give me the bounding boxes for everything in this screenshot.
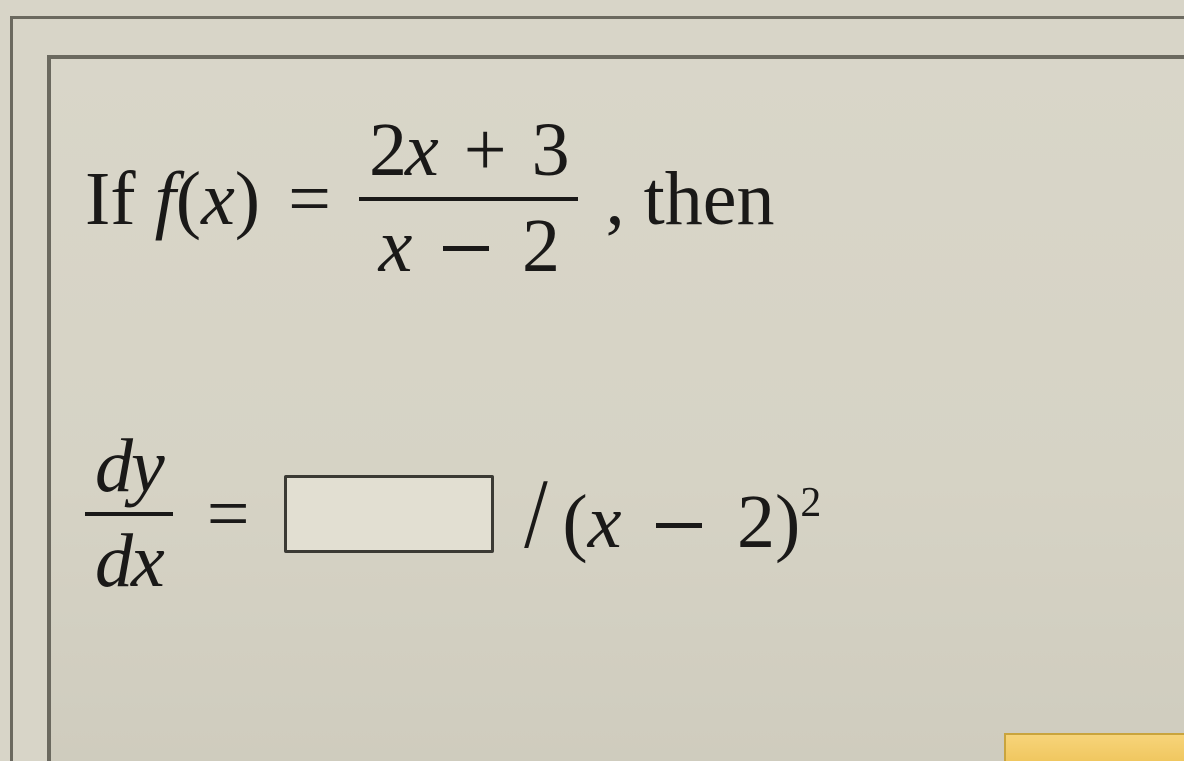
division-slash: / bbox=[524, 464, 548, 564]
outer-frame: If f(x) = 2x + 3 x 2 , then bbox=[10, 16, 1184, 761]
num-plus: + bbox=[464, 108, 505, 192]
dy: dy bbox=[85, 427, 173, 507]
rhs-exponent: 2 bbox=[800, 480, 821, 526]
y-var: y bbox=[131, 424, 163, 508]
x-variable: x bbox=[201, 157, 235, 241]
question-panel: If f(x) = 2x + 3 x 2 , then bbox=[47, 55, 1184, 761]
rhs-const: 2 bbox=[737, 480, 775, 564]
equals-sign-2: = bbox=[207, 476, 250, 552]
rhs-open-paren: ( bbox=[562, 480, 587, 564]
open-paren: ( bbox=[176, 157, 201, 241]
num-coef: 2 bbox=[369, 108, 405, 192]
f-symbol: f bbox=[155, 157, 176, 241]
accent-box bbox=[1004, 733, 1184, 761]
close-paren: ) bbox=[235, 157, 260, 241]
den-minus bbox=[443, 246, 489, 251]
dydx-bar bbox=[85, 512, 173, 516]
num-const: 3 bbox=[532, 108, 568, 192]
d-top: d bbox=[95, 424, 131, 508]
if-text: If bbox=[85, 157, 155, 241]
fraction-bar bbox=[359, 197, 578, 201]
comma: , bbox=[606, 157, 625, 241]
x-var-bot: x bbox=[131, 519, 163, 603]
rhs-minus bbox=[656, 523, 702, 528]
fraction-numerator: 2x + 3 bbox=[359, 111, 578, 191]
den-var: x bbox=[379, 204, 411, 288]
question-line-1: If f(x) = 2x + 3 x 2 , then bbox=[85, 111, 1144, 287]
lead-text: If f(x) bbox=[85, 161, 260, 237]
dx: dx bbox=[85, 522, 173, 602]
equals-sign-1: = bbox=[288, 161, 331, 237]
den-const: 2 bbox=[522, 204, 558, 288]
rhs-expression: / (x 2)2 bbox=[528, 464, 822, 564]
num-var: x bbox=[405, 108, 437, 192]
fraction-denominator: x 2 bbox=[369, 207, 568, 287]
question-line-2: dy dx = / (x 2)2 bbox=[85, 427, 1144, 603]
then-text: then bbox=[625, 157, 775, 241]
answer-input[interactable] bbox=[284, 475, 494, 553]
d-bot: d bbox=[95, 519, 131, 603]
rhs-close-paren: ) bbox=[775, 480, 800, 564]
trailer-text: , then bbox=[606, 161, 775, 237]
rhs-x: x bbox=[588, 480, 622, 564]
dy-dx-fraction: dy dx bbox=[85, 427, 173, 603]
definition-fraction: 2x + 3 x 2 bbox=[359, 111, 578, 287]
